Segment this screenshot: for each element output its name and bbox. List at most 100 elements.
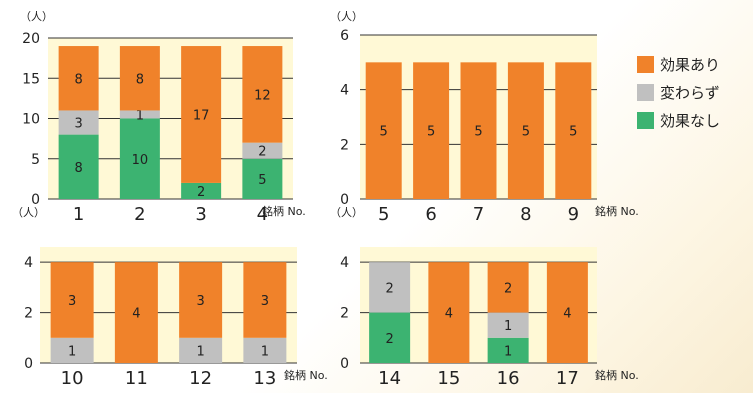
legend: 効果あり 変わらず 効果なし [637, 50, 720, 134]
chart-3-category-label: 11 [125, 368, 148, 389]
chart-4-bar-not-effective [369, 312, 411, 363]
chart-1-data-label: 1 [136, 108, 144, 123]
chart-2-data-label: 5 [474, 125, 482, 140]
chart-3-data-label: 1 [261, 344, 269, 359]
chart-3-bar-unchanged [50, 337, 94, 363]
chart-1-xaxis-label: 銘柄 No. [262, 204, 306, 218]
chart-1-ytick-label: 10 [22, 112, 40, 128]
chart-1-bar-not-effective [119, 118, 160, 199]
chart-3-bar-effective [243, 262, 287, 338]
legend-swatch-effective [637, 55, 654, 73]
chart-1-bar-unchanged [242, 142, 283, 159]
chart-3-xaxis-label: 銘柄 No. [284, 368, 328, 382]
chart-4-data-label: 2 [385, 281, 393, 296]
chart-1-bar-effective [181, 46, 222, 183]
chart-2-ytick-label: 0 [340, 192, 349, 208]
chart-4-bar-not-effective [487, 337, 529, 363]
chart-1-data-label: 2 [258, 145, 266, 160]
chart-3-data-label: 4 [132, 307, 140, 322]
chart-2-bar-effective [365, 62, 402, 200]
chart-2-ytick-label: 6 [340, 28, 349, 44]
legend-label-unchanged: 変わらず [660, 83, 720, 102]
chart-2-data-label: 5 [380, 125, 388, 140]
chart-1-data-label: 17 [193, 108, 210, 123]
chart-4-data-label: 4 [445, 307, 453, 322]
chart-2-category-label: 7 [473, 204, 484, 225]
chart-4-bar-effective [487, 262, 529, 313]
chart-1-ytick-label: 0 [31, 192, 40, 208]
chart-3-data-label: 3 [196, 294, 204, 309]
chart-3-category-label: 12 [189, 368, 212, 389]
chart-1-data-label: 5 [258, 173, 266, 188]
legend-item-effective: 効果あり [637, 50, 720, 78]
chart-1-category-label: 2 [134, 204, 145, 225]
chart-2-data-label: 5 [522, 125, 530, 140]
chart-2-category-label: 6 [425, 204, 436, 225]
chart-1-data-label: 8 [74, 161, 82, 176]
chart-3-data-label: 1 [68, 344, 76, 359]
chart-4-category-label: 17 [556, 368, 579, 389]
chart-4-xaxis-label: 銘柄 No. [595, 368, 639, 382]
chart-1-category-label: 1 [73, 204, 84, 225]
chart-3-category-label: 13 [253, 368, 276, 389]
chart-3-ytick-label: 4 [24, 255, 33, 271]
chart-4-ytick-label: 0 [340, 356, 349, 372]
chart-2-bar-effective [555, 62, 592, 200]
chart-3-bar-effective [179, 262, 223, 338]
chart-2-data-label: 5 [569, 125, 577, 140]
chart-1-data-label: 10 [132, 153, 149, 168]
chart-2-ytick-label: 2 [340, 137, 349, 153]
legend-item-not-effective: 効果なし [637, 106, 720, 134]
chart-4-category-label: 14 [378, 368, 401, 389]
chart-2-data-label: 5 [427, 125, 435, 140]
chart-1-bar-effective [58, 46, 99, 111]
chart-3-category-label: 10 [61, 368, 84, 389]
chart-3-bar-unchanged [243, 337, 287, 363]
chart-1-bar-effective [242, 46, 283, 143]
chart-3-bar-effective [114, 262, 158, 363]
chart-1-ytick-label: 5 [31, 152, 40, 168]
chart-1-data-label: 2 [197, 185, 205, 200]
chart-4-ytick-label: 2 [340, 306, 349, 322]
chart-3-data-label: 1 [196, 344, 204, 359]
chart-2-category-label: 5 [378, 204, 389, 225]
chart-2-ytick-label: 4 [340, 83, 349, 99]
chart-1-bar-not-effective [58, 134, 99, 199]
chart-4-bar-effective [546, 262, 588, 363]
chart-4-bar-effective [428, 262, 470, 363]
chart-1-ytick-label: 20 [22, 31, 40, 47]
chart-1-data-label: 12 [254, 88, 271, 103]
legend-item-unchanged: 変わらず [637, 78, 720, 106]
chart-3-unit-label: （人） [12, 206, 45, 219]
chart-1-bar-not-effective [242, 158, 283, 199]
chart-3-ytick-label: 0 [24, 356, 33, 372]
chart-4-bar-unchanged [369, 262, 411, 313]
chart-4-bar-unchanged [487, 312, 529, 338]
chart-4-data-label: 1 [504, 344, 512, 359]
legend-swatch-unchanged [637, 83, 654, 101]
chart-2-bar-effective [413, 62, 450, 200]
chart-4-unit-label: （人） [330, 206, 363, 219]
chart-1-data-label: 3 [74, 117, 82, 132]
chart-1-category-label: 4 [257, 204, 268, 225]
chart-4-data-label: 4 [563, 307, 571, 322]
chart-1-bar-not-effective [181, 182, 222, 199]
chart-1-ytick-label: 15 [22, 71, 40, 87]
chart-4-data-label: 2 [504, 281, 512, 296]
chart-1-bar-unchanged [58, 110, 99, 135]
chart-3-data-label: 3 [261, 294, 269, 309]
legend-label-effective: 効果あり [660, 55, 721, 74]
chart-1-unit-label: （人） [20, 10, 53, 23]
chart-3-ytick-label: 2 [24, 306, 33, 322]
legend-swatch-not-effective [637, 111, 654, 129]
chart-1-category-label: 3 [195, 204, 206, 225]
chart-4-category-label: 16 [497, 368, 520, 389]
chart-1-data-label: 8 [136, 72, 144, 87]
chart-3-bar-unchanged [179, 337, 223, 363]
chart-1-bar-unchanged [119, 110, 160, 119]
chart-3-data-label: 3 [68, 294, 76, 309]
chart-1-data-label: 8 [74, 72, 82, 87]
chart-2-xaxis-label: 銘柄 No. [595, 204, 639, 218]
chart-4-data-label: 1 [504, 319, 512, 334]
